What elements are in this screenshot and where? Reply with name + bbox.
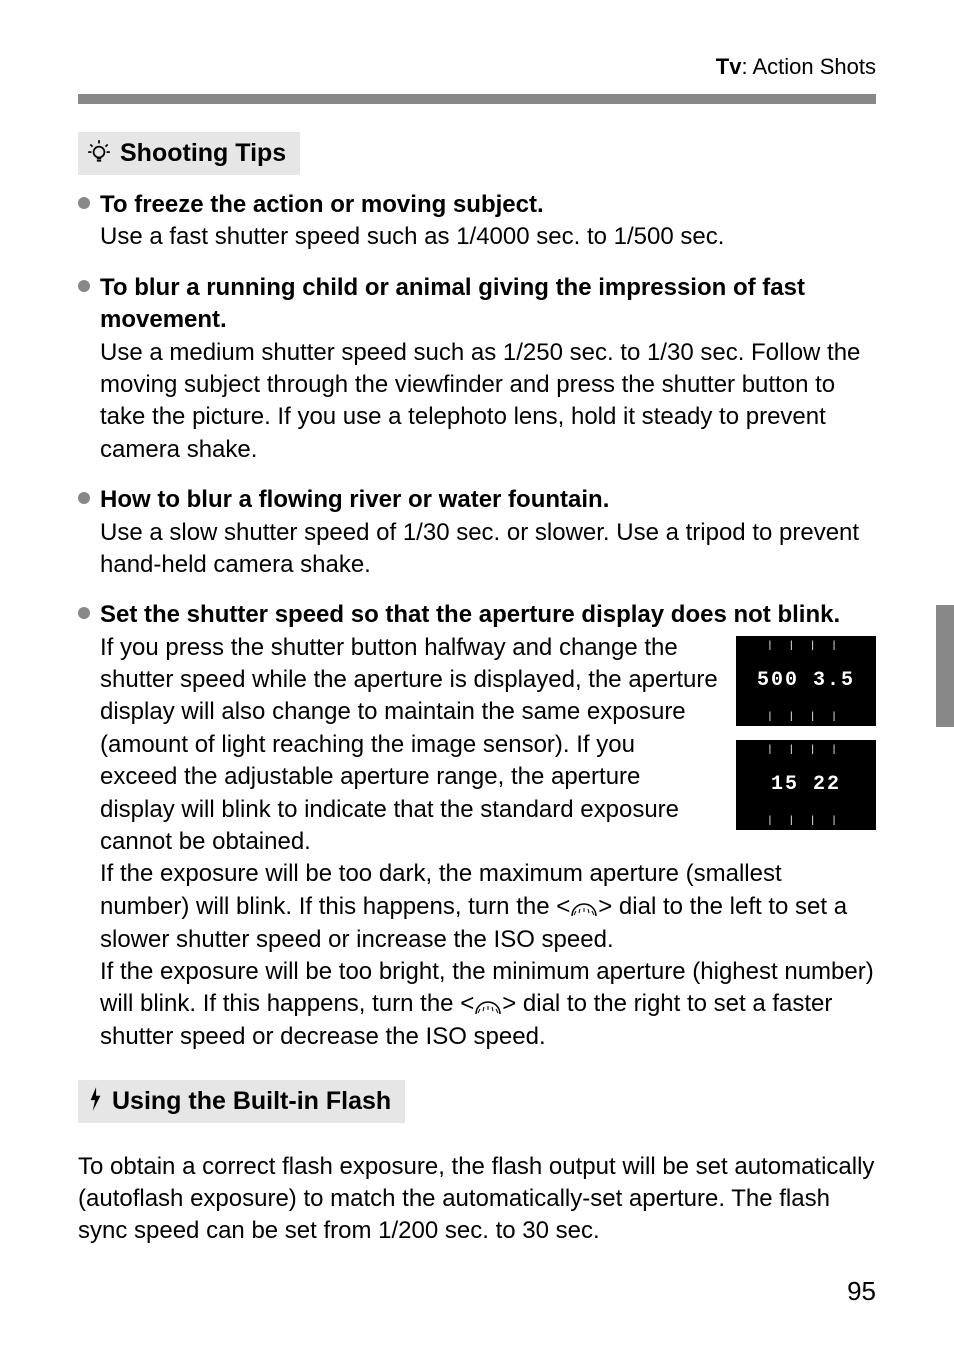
bulb-icon — [86, 138, 112, 169]
tip-item: Set the shutter speed so that the apertu… — [78, 599, 876, 1053]
tip-title: How to blur a flowing river or water fou… — [100, 484, 876, 516]
main-dial-icon — [474, 989, 502, 1021]
dial-text-1: 500 3.5 — [757, 669, 855, 692]
header-subtitle: : Action Shots — [741, 54, 876, 79]
tip-para1: If you press the shutter button halfway … — [100, 632, 718, 859]
shooting-tips-title: Shooting Tips — [120, 139, 286, 168]
flash-title: Using the Built-in Flash — [112, 1087, 391, 1116]
header-mode: Tv — [716, 54, 742, 79]
main-dial-icon — [570, 891, 598, 923]
page-header: Tv: Action Shots — [716, 54, 876, 80]
tip-item: To freeze the action or moving subject. … — [78, 189, 876, 254]
tip-body: Use a medium shutter speed such as 1/250… — [100, 337, 876, 467]
shooting-tips-heading: Shooting Tips — [78, 132, 300, 175]
dial-images: | | | | 500 3.5 | | | | | | | | 15 22 | … — [736, 636, 876, 859]
dial-display-2: | | | | 15 22 | | | | — [736, 740, 876, 830]
page-content: Shooting Tips To freeze the action or mo… — [78, 132, 876, 1248]
tip-body: Use a fast shutter speed such as 1/4000 … — [100, 221, 876, 253]
dial-display-1: | | | | 500 3.5 | | | | — [736, 636, 876, 726]
tip-item: To blur a running child or animal giving… — [78, 272, 876, 466]
bullet-dot-icon — [78, 280, 90, 292]
flash-icon — [86, 1086, 104, 1117]
tip-title: Set the shutter speed so that the apertu… — [100, 599, 876, 631]
bullet-dot-icon — [78, 197, 90, 209]
flash-body: To obtain a correct flash exposure, the … — [78, 1151, 876, 1248]
bullet-dot-icon — [78, 492, 90, 504]
tip-item: How to blur a flowing river or water fou… — [78, 484, 876, 581]
side-tab — [936, 605, 954, 727]
tip-title: To blur a running child or animal giving… — [100, 272, 876, 337]
header-divider — [78, 94, 876, 104]
flash-heading: Using the Built-in Flash — [78, 1080, 405, 1123]
tip-title: To freeze the action or moving subject. — [100, 189, 876, 221]
bullet-dot-icon — [78, 607, 90, 619]
tip-body: Use a slow shutter speed of 1/30 sec. or… — [100, 517, 876, 582]
tip-para3: If the exposure will be too bright, the … — [100, 956, 876, 1054]
tip-para2: If the exposure will be too dark, the ma… — [100, 858, 876, 956]
page-number: 95 — [847, 1276, 876, 1307]
dial-text-2: 15 22 — [771, 773, 841, 796]
